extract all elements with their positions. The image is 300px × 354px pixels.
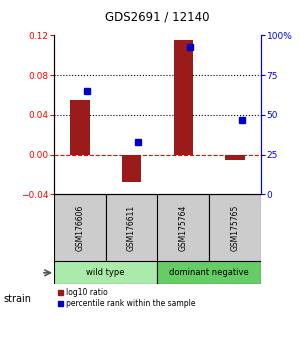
Bar [158, 261, 261, 284]
Text: GSM175765: GSM175765 [231, 205, 240, 251]
Text: wild type: wild type [86, 268, 125, 277]
Bar [54, 261, 158, 284]
Bar [209, 194, 261, 261]
Text: strain: strain [3, 294, 31, 304]
Bar [70, 100, 90, 155]
Text: GSM176611: GSM176611 [127, 205, 136, 251]
Text: GDS2691 / 12140: GDS2691 / 12140 [105, 10, 210, 23]
Bar [173, 40, 193, 155]
Bar [225, 155, 245, 160]
Bar [106, 194, 158, 261]
Bar [122, 155, 142, 182]
Text: dominant negative: dominant negative [169, 268, 249, 277]
Legend: log10 ratio, percentile rank within the sample: log10 ratio, percentile rank within the … [58, 288, 196, 308]
Text: GSM175764: GSM175764 [179, 205, 188, 251]
Bar [54, 194, 106, 261]
Bar [158, 194, 209, 261]
Text: GSM176606: GSM176606 [75, 205, 84, 251]
